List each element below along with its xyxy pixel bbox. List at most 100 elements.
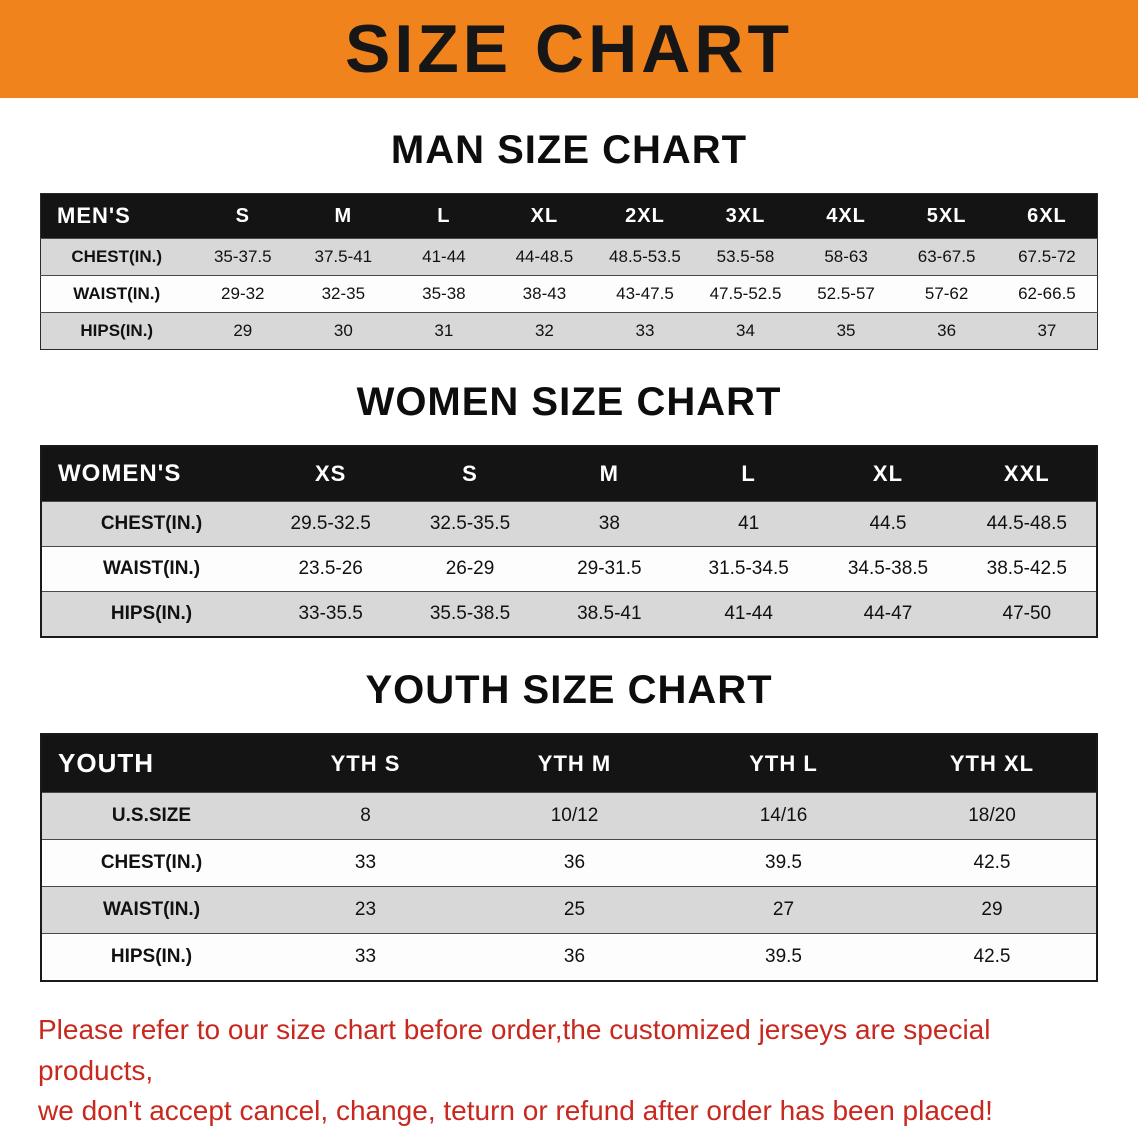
mens-size-table: MEN'S S M L XL 2XL 3XL 4XL 5XL 6XL CHEST… [40,193,1098,350]
size-value: 43-47.5 [616,284,674,303]
size-value: 47.5-52.5 [709,284,782,303]
row-label: HIPS(IN.) [110,603,193,624]
youth-hips-row: HIPS(IN.) 33 36 39.5 42.5 [41,933,1097,981]
womens-table-title-cell: WOMEN'S [41,446,261,502]
size-value: 29-31.5 [577,558,642,579]
size-value: 58-63 [824,247,868,266]
size-value: 29.5-32.5 [290,513,371,534]
size-value: 38.5-41 [577,603,642,624]
size-column-header: 2XL [594,193,696,239]
size-column-header: XXL [957,446,1097,502]
size-value: 44.5 [869,513,907,534]
size-value: 44.5-48.5 [986,513,1067,534]
womens-hips-row: HIPS(IN.) 33-35.5 35.5-38.5 38.5-41 41-4… [41,591,1097,637]
mens-table-header-row: MEN'S S M L XL 2XL 3XL 4XL 5XL 6XL [40,193,1098,239]
size-column-header: L [678,446,819,502]
size-column-header: 3XL [695,193,796,239]
size-value: 34.5-38.5 [847,558,929,579]
row-label: CHEST(IN.) [71,247,163,266]
size-value: 37.5-41 [314,247,373,266]
size-value: 36 [563,946,586,967]
size-value: 38 [598,513,620,534]
size-value: 14/16 [759,805,808,826]
womens-size-table: WOMEN'S XS S M L XL XXL CHEST(IN.) 29.5-… [40,445,1098,638]
page-title: SIZE CHART [345,11,793,87]
size-value: 47-50 [1002,603,1052,624]
size-value: 30 [333,321,353,340]
size-column-header: S [400,446,540,502]
size-column-header: 4XL [795,193,897,239]
size-value: 33-35.5 [298,603,363,624]
row-label: U.S.SIZE [111,805,192,826]
youth-table-title-cell: YOUTH [41,734,261,793]
row-label: CHEST(IN.) [100,513,203,534]
size-value: 31 [434,321,454,340]
size-value: 33 [354,852,377,873]
youth-size-table: YOUTH YTH S YTH M YTH L YTH XL U.S.SIZE … [40,733,1098,982]
size-column-header: M [539,446,679,502]
size-value: 27 [772,899,795,920]
man-size-chart-title: MAN SIZE CHART [390,128,748,172]
size-column-header: YTH XL [888,734,1097,793]
man-size-chart-section: MAN SIZE CHART MEN'S S M L XL 2XL 3XL 4X… [0,128,1138,350]
row-label: HIPS(IN.) [110,946,193,967]
mens-hips-row: HIPS(IN.) 29 30 31 32 33 34 35 36 37 [40,312,1098,350]
size-value: 35-38 [422,284,466,303]
mens-table-title-cell: MEN'S [40,193,193,239]
size-column-header: 6XL [996,193,1098,239]
row-label: CHEST(IN.) [100,852,203,873]
size-value: 36 [937,321,957,340]
size-value: 23.5-26 [298,558,363,579]
size-column-header: 5XL [896,193,997,239]
size-value: 29-32 [221,284,265,303]
size-value: 41-44 [422,247,466,266]
youth-table-header-row: YOUTH YTH S YTH M YTH L YTH XL [41,734,1097,793]
size-column-header: S [192,193,294,239]
size-column-header: XS [261,446,401,502]
youth-chest-row: CHEST(IN.) 33 36 39.5 42.5 [41,839,1097,887]
size-column-header: XL [818,446,958,502]
size-value: 34 [736,321,755,340]
women-size-chart-section: WOMEN SIZE CHART WOMEN'S XS S M L XL XXL… [0,380,1138,638]
row-label: HIPS(IN.) [80,321,154,340]
size-value: 25 [563,899,586,920]
notice-line-1: Please refer to our size chart before or… [38,1014,991,1086]
size-value: 32.5-35.5 [429,513,511,534]
mens-chest-row: CHEST(IN.) 35-37.5 37.5-41 41-44 44-48.5… [40,238,1098,276]
size-chart-banner: SIZE CHART [0,0,1138,98]
size-column-header: M [293,193,394,239]
size-column-header: YTH L [679,734,888,793]
womens-chest-row: CHEST(IN.) 29.5-32.5 32.5-35.5 38 41 44.… [41,501,1097,547]
size-value: 38-43 [522,284,567,303]
size-value: 44-47 [863,603,913,624]
row-label: WAIST(IN.) [102,899,201,920]
row-label: WAIST(IN.) [73,284,161,303]
size-value: 33 [635,321,655,340]
size-value: 23 [354,899,377,920]
mens-waist-row: WAIST(IN.) 29-32 32-35 35-38 38-43 43-47… [40,275,1098,313]
youth-size-chart-title: YOUTH SIZE CHART [365,668,773,712]
size-value: 39.5 [765,946,802,967]
size-value: 67.5-72 [1018,247,1076,266]
size-value: 35 [836,321,856,340]
size-value: 33 [354,946,377,967]
row-label: WAIST(IN.) [102,558,201,579]
size-value: 8 [360,805,371,826]
size-value: 48.5-53.5 [609,247,681,266]
womens-waist-row: WAIST(IN.) 23.5-26 26-29 29-31.5 31.5-34… [41,546,1097,592]
size-value: 38.5-42.5 [986,558,1067,579]
women-size-chart-title: WOMEN SIZE CHART [356,380,782,424]
size-value: 53.5-58 [716,247,775,266]
size-value: 29 [233,321,253,340]
size-value: 41-44 [724,603,773,624]
size-value: 42.5 [973,946,1011,967]
size-value: 29 [981,899,1003,920]
size-value: 35.5-38.5 [429,603,511,624]
size-value: 42.5 [973,852,1011,873]
size-column-header: YTH S [261,734,470,793]
size-value: 32 [534,321,554,340]
size-column-header: L [393,193,495,239]
size-value: 44-48.5 [515,247,574,266]
size-column-header: YTH M [470,734,679,793]
womens-table-header-row: WOMEN'S XS S M L XL XXL [41,446,1097,502]
